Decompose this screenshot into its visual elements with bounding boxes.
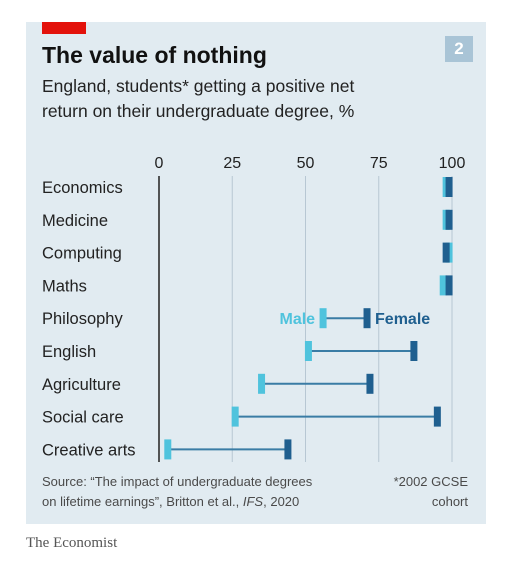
category-label-social-care: Social care <box>42 409 124 427</box>
chart-subtitle-line2: return on their undergraduate degree, % <box>42 101 355 121</box>
x-tick-label-75: 75 <box>370 155 388 172</box>
male-marker-english <box>304 341 312 361</box>
category-label-philosophy: Philosophy <box>42 310 123 328</box>
category-label-economics: Economics <box>42 179 123 197</box>
chart-panel <box>26 22 486 524</box>
source-note: Source: “The impact of undergraduate deg… <box>42 472 312 512</box>
x-tick-label-25: 25 <box>223 155 241 172</box>
category-label-creative-arts: Creative arts <box>42 441 136 459</box>
female-marker-economics <box>445 177 453 197</box>
source-journal: IFS <box>242 494 264 509</box>
category-label-computing: Computing <box>42 245 122 263</box>
female-marker-agriculture <box>366 373 374 394</box>
category-label-english: English <box>42 343 96 361</box>
footnote-line2: cohort <box>431 494 468 509</box>
female-marker-english <box>410 341 418 361</box>
category-label-agriculture: Agriculture <box>42 376 121 394</box>
legend-label-male: Male <box>280 311 316 328</box>
female-marker-philosophy <box>363 308 371 329</box>
source-line2: on lifetime earnings”, Britton et al., I… <box>42 494 300 509</box>
legend-label-female: Female <box>375 311 430 328</box>
category-label-medicine: Medicine <box>42 212 108 230</box>
female-marker-medicine <box>445 209 453 230</box>
male-marker-social-care <box>231 406 239 427</box>
accent-red-bar <box>42 22 86 34</box>
chart-number-badge: 2 <box>445 36 473 62</box>
footnote-line1: *2002 GCSE <box>393 474 468 489</box>
female-marker-maths <box>445 275 453 296</box>
x-tick-label-100: 100 <box>439 155 466 172</box>
female-marker-social-care <box>433 406 441 427</box>
x-tick-label-50: 50 <box>297 155 315 172</box>
chart-title: The value of nothing <box>42 42 267 68</box>
x-tick-label-0: 0 <box>155 155 164 172</box>
brand-credit: The Economist <box>26 535 118 551</box>
source-line1: Source: “The impact of undergraduate deg… <box>42 474 313 489</box>
female-marker-creative-arts <box>284 439 292 460</box>
male-marker-maths <box>439 275 447 296</box>
chart-subtitle-line1: England, students* getting a positive ne… <box>42 76 355 96</box>
male-marker-agriculture <box>258 373 266 394</box>
category-label-maths: Maths <box>42 277 87 295</box>
male-marker-creative-arts <box>164 439 172 460</box>
male-marker-philosophy <box>319 308 327 329</box>
footnote: *2002 GCSE cohort <box>394 472 468 512</box>
female-marker-computing <box>442 242 450 263</box>
